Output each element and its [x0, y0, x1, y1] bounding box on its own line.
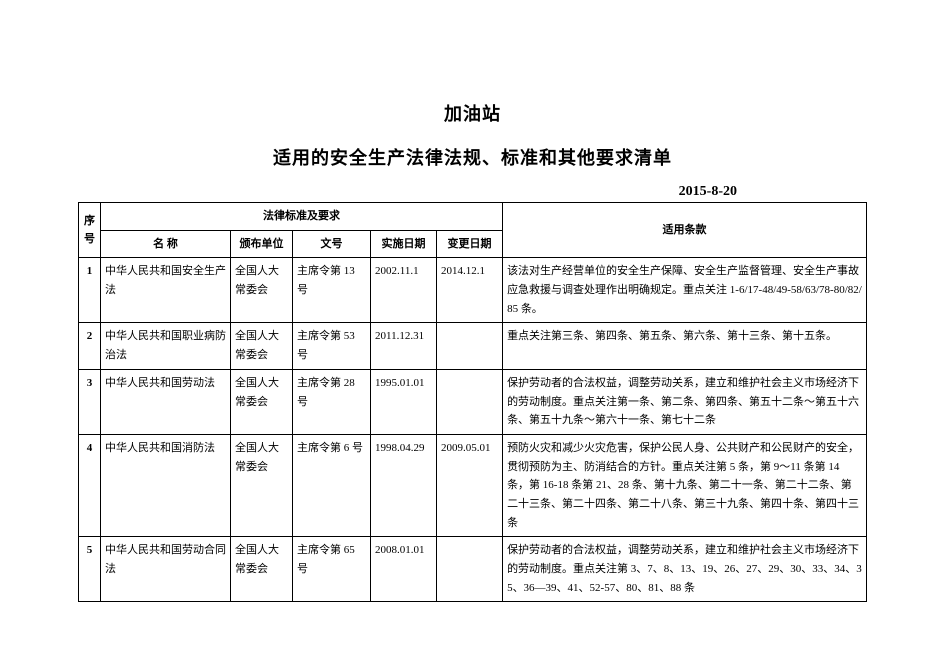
- cell-chg-date: 2014.12.1: [437, 258, 503, 323]
- page-title-line2: 适用的安全生产法律法规、标准和其他要求清单: [78, 144, 867, 170]
- cell-docno: 主席令第 53 号: [293, 323, 371, 369]
- table-row: 3 中华人民共和国劳动法 全国人大常委会 主席令第 28 号 1995.01.0…: [79, 369, 867, 434]
- cell-seq: 1: [79, 258, 101, 323]
- col-header-group: 法律标准及要求: [101, 203, 503, 231]
- cell-docno: 主席令第 65 号: [293, 537, 371, 602]
- cell-eff-date: 1995.01.01: [371, 369, 437, 434]
- col-header-unit: 颁布单位: [231, 230, 293, 258]
- col-header-apply: 适用条款: [503, 203, 867, 258]
- cell-seq: 3: [79, 369, 101, 434]
- table-body: 1 中华人民共和国安全生产法 全国人大常委会 主席令第 13 号 2002.11…: [79, 258, 867, 602]
- cell-apply: 重点关注第三条、第四条、第五条、第六条、第十三条、第十五条。: [503, 323, 867, 369]
- table-header: 序号 法律标准及要求 适用条款 名 称 颁布单位 文号 实施日期 变更日期: [79, 203, 867, 258]
- cell-eff-date: 2011.12.31: [371, 323, 437, 369]
- cell-name: 中华人民共和国劳动法: [101, 369, 231, 434]
- cell-docno: 主席令第 28 号: [293, 369, 371, 434]
- cell-apply: 预防火灾和减少火灾危害，保护公民人身、公共财产和公民财产的安全，贯彻预防为主、防…: [503, 434, 867, 536]
- cell-seq: 5: [79, 537, 101, 602]
- document-date: 2015-8-20: [78, 184, 867, 200]
- document-page: 加油站 适用的安全生产法律法规、标准和其他要求清单 2015-8-20 序号 法…: [0, 0, 945, 602]
- cell-unit: 全国人大常委会: [231, 434, 293, 536]
- cell-unit: 全国人大常委会: [231, 537, 293, 602]
- table-row: 4 中华人民共和国消防法 全国人大常委会 主席令第 6 号 1998.04.29…: [79, 434, 867, 536]
- table-row: 5 中华人民共和国劳动合同法 全国人大常委会 主席令第 65 号 2008.01…: [79, 537, 867, 602]
- col-header-docno: 文号: [293, 230, 371, 258]
- col-header-eff: 实施日期: [371, 230, 437, 258]
- cell-name: 中华人民共和国安全生产法: [101, 258, 231, 323]
- cell-name: 中华人民共和国消防法: [101, 434, 231, 536]
- cell-unit: 全国人大常委会: [231, 258, 293, 323]
- cell-unit: 全国人大常委会: [231, 369, 293, 434]
- cell-eff-date: 2002.11.1: [371, 258, 437, 323]
- table-row: 1 中华人民共和国安全生产法 全国人大常委会 主席令第 13 号 2002.11…: [79, 258, 867, 323]
- regulation-table: 序号 法律标准及要求 适用条款 名 称 颁布单位 文号 实施日期 变更日期 1 …: [78, 202, 867, 602]
- table-row: 2 中华人民共和国职业病防治法 全国人大常委会 主席令第 53 号 2011.1…: [79, 323, 867, 369]
- cell-unit: 全国人大常委会: [231, 323, 293, 369]
- cell-seq: 4: [79, 434, 101, 536]
- cell-chg-date: 2009.05.01: [437, 434, 503, 536]
- cell-docno: 主席令第 13 号: [293, 258, 371, 323]
- cell-eff-date: 2008.01.01: [371, 537, 437, 602]
- cell-docno: 主席令第 6 号: [293, 434, 371, 536]
- col-header-name: 名 称: [101, 230, 231, 258]
- cell-apply: 保护劳动者的合法权益，调整劳动关系，建立和维护社会主义市场经济下的劳动制度。重点…: [503, 537, 867, 602]
- cell-apply: 该法对生产经营单位的安全生产保障、安全生产监督管理、安全生产事故应急救援与调查处…: [503, 258, 867, 323]
- col-header-seq: 序号: [79, 203, 101, 258]
- cell-eff-date: 1998.04.29: [371, 434, 437, 536]
- col-header-chg: 变更日期: [437, 230, 503, 258]
- cell-chg-date: [437, 323, 503, 369]
- cell-seq: 2: [79, 323, 101, 369]
- cell-chg-date: [437, 369, 503, 434]
- cell-apply: 保护劳动者的合法权益，调整劳动关系，建立和维护社会主义市场经济下的劳动制度。重点…: [503, 369, 867, 434]
- page-title-line1: 加油站: [78, 100, 867, 126]
- cell-name: 中华人民共和国职业病防治法: [101, 323, 231, 369]
- cell-name: 中华人民共和国劳动合同法: [101, 537, 231, 602]
- cell-chg-date: [437, 537, 503, 602]
